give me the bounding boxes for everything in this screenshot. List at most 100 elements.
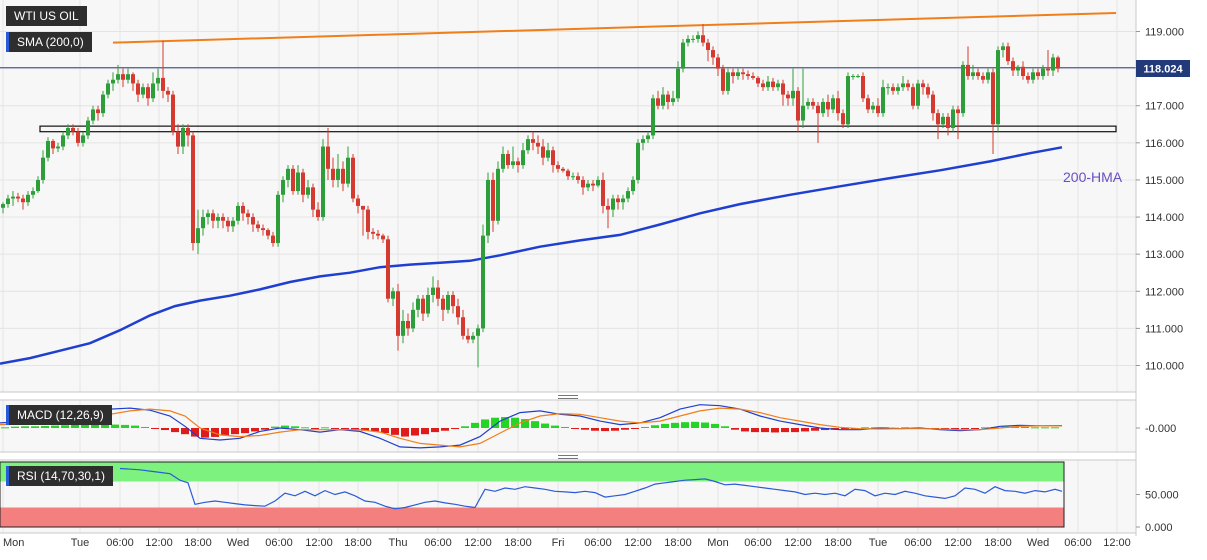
macd-histogram-bar (721, 426, 729, 428)
macd-pane-background (0, 400, 1136, 452)
candle (1051, 53, 1055, 77)
candle (1041, 64, 1045, 80)
macd-histogram-bar (751, 428, 759, 433)
macd-histogram-bar (521, 419, 529, 428)
macd-histogram-bar (71, 424, 79, 428)
macd-histogram-bar (541, 423, 549, 428)
candle-body (626, 191, 630, 199)
macd-histogram-bar (671, 422, 679, 428)
candle-body (441, 298, 445, 310)
candle-body (316, 209, 320, 218)
x-tick-label: Mon (3, 537, 24, 549)
candle-body (621, 198, 625, 203)
candle (611, 194, 615, 218)
candle (536, 135, 540, 154)
candle (806, 98, 810, 110)
candle (596, 176, 600, 188)
candle (366, 205, 370, 240)
candle-body (61, 135, 65, 147)
candle-body (96, 109, 100, 114)
candle (46, 137, 50, 162)
macd-histogram-bar (41, 425, 49, 428)
candle-body (186, 127, 190, 136)
candle (461, 309, 465, 340)
candle (666, 90, 670, 110)
candle (251, 213, 255, 232)
macd-indicator-label[interactable]: MACD (12,26,9) (6, 405, 112, 425)
macd-histogram-bar (411, 428, 419, 436)
candle (371, 228, 375, 240)
candle (411, 302, 415, 333)
candle-body (541, 146, 545, 158)
macd-histogram-bar (951, 428, 959, 430)
x-tick-label: 06:00 (584, 537, 612, 549)
macd-histogram-bar (691, 421, 699, 428)
macd-histogram-bar (451, 428, 459, 430)
candle (11, 191, 15, 206)
candle-body (16, 196, 20, 199)
candle (526, 135, 530, 154)
candle-body (271, 235, 275, 244)
candle (456, 298, 460, 325)
candle (341, 161, 345, 192)
macd-histogram-bar (821, 428, 829, 431)
candle (151, 72, 155, 103)
candle (256, 220, 260, 232)
candle (361, 205, 365, 236)
candle (621, 194, 625, 210)
candle-body (566, 170, 570, 177)
candle (281, 176, 285, 203)
rsi-oversold-zone (0, 507, 1064, 527)
rsi-overbought-zone (0, 462, 1064, 482)
candle-body (56, 146, 60, 149)
candle (201, 209, 205, 236)
candle (326, 127, 330, 180)
candle-body (886, 87, 890, 89)
candle-body (876, 105, 880, 114)
candle (531, 131, 535, 151)
candle (436, 280, 440, 307)
hma-label: 200-HMA (1063, 169, 1123, 185)
rsi-indicator-label[interactable]: RSI (14,70,30,1) (6, 466, 114, 486)
candle (546, 142, 550, 162)
candle-body (1021, 66, 1025, 77)
candle (1046, 50, 1050, 77)
candle (551, 146, 555, 173)
macd-histogram-bar (361, 428, 369, 431)
candle (906, 79, 910, 91)
candle-body (26, 194, 30, 203)
candle-body (406, 320, 410, 329)
candle (211, 209, 215, 229)
candle (416, 294, 420, 318)
candle (981, 72, 985, 84)
candle-body (951, 109, 955, 128)
candle-body (861, 76, 865, 99)
candle-body (546, 150, 550, 158)
candle (511, 146, 515, 169)
x-tick-label: 18:00 (344, 537, 372, 549)
candle (976, 68, 980, 80)
candle (81, 131, 85, 147)
candle (466, 328, 470, 344)
x-tick-label: Mon (707, 537, 728, 549)
candle (896, 83, 900, 95)
candle-body (556, 165, 560, 169)
macd-histogram-bar (801, 428, 809, 432)
candle-body (946, 116, 950, 128)
x-tick-label: 12:00 (305, 537, 333, 549)
sma-indicator-label[interactable]: SMA (200,0) (6, 32, 92, 52)
candle-body (1011, 61, 1015, 71)
macd-histogram-bar (621, 428, 629, 430)
candle (946, 113, 950, 136)
x-tick-label: 18:00 (984, 537, 1012, 549)
candle-body (986, 72, 990, 80)
macd-histogram-bar (231, 428, 239, 435)
macd-histogram-bar (311, 428, 319, 430)
macd-histogram-bar (571, 428, 579, 429)
candle (816, 102, 820, 143)
candle-body (801, 105, 805, 121)
macd-histogram-bar (631, 428, 639, 429)
macd-histogram-bar (201, 428, 209, 438)
macd-histogram-bar (351, 428, 359, 431)
candle-body (136, 83, 140, 95)
